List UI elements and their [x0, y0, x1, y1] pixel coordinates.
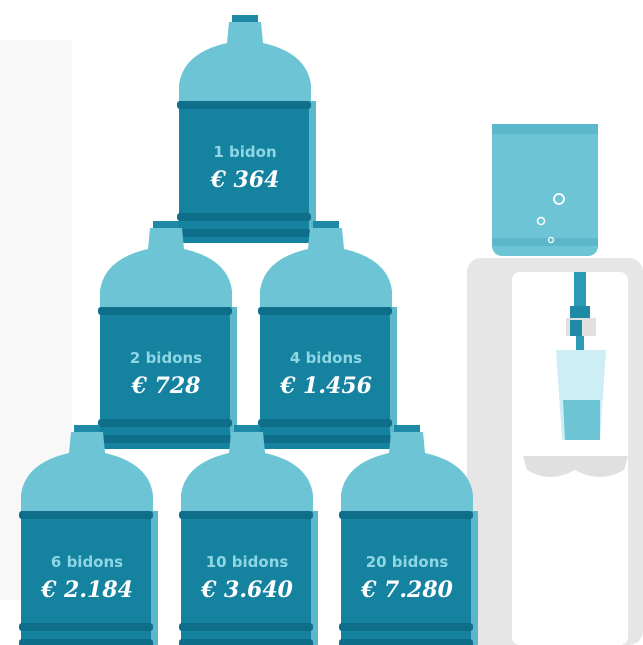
jug-label: 2 bidons: [130, 349, 202, 367]
jug-band: [258, 435, 392, 443]
jug: 10 bidons € 3.640: [179, 425, 318, 645]
jug-label: 1 bidon: [213, 143, 276, 161]
jug-cap: [153, 221, 179, 228]
jug-band: [19, 511, 153, 519]
jug-band: [258, 307, 392, 315]
jug: 4 bidons € 1.456: [258, 221, 397, 449]
jug-cap: [313, 221, 339, 228]
jug-cap: [232, 15, 258, 22]
jug-band: [98, 419, 232, 427]
jug-cap: [74, 425, 100, 432]
jug-price: € 7.280: [360, 577, 454, 603]
jug-label: 6 bidons: [51, 553, 123, 571]
jug-price: € 1.456: [279, 373, 372, 399]
jug-band: [339, 623, 473, 631]
jug-band: [177, 101, 311, 109]
jug-band: [179, 639, 313, 645]
jug-price: € 3.640: [200, 577, 294, 603]
jug-band: [19, 623, 153, 631]
jug-band: [339, 639, 473, 645]
water-cooler: [467, 124, 643, 645]
jug-band: [177, 213, 311, 221]
jug-band: [98, 307, 232, 315]
jug-band: [177, 229, 311, 237]
jug-label: 20 bidons: [366, 553, 449, 571]
illustration: 1 bidon € 364 2 bidons € 728 4 bidons € 1.456…: [0, 0, 643, 645]
jug-price: € 2.184: [40, 577, 133, 603]
jug-label: 4 bidons: [290, 349, 362, 367]
jug: 1 bidon € 364: [177, 15, 316, 243]
jug-band: [179, 511, 313, 519]
jug-price: € 728: [131, 373, 201, 399]
jug-band: [98, 435, 232, 443]
jug-band: [339, 511, 473, 519]
jug-price: € 364: [210, 167, 280, 193]
jug-cap: [234, 425, 260, 432]
jug: 20 bidons € 7.280: [339, 425, 478, 645]
jug-band: [258, 419, 392, 427]
jug-cap: [394, 425, 420, 432]
jug-label: 10 bidons: [206, 553, 289, 571]
jug-top: [179, 22, 311, 105]
jug-band: [19, 639, 153, 645]
jug-band: [179, 623, 313, 631]
jug-pyramid: 1 bidon € 364 2 bidons € 728 4 bidons € 1.456…: [19, 15, 478, 645]
jug: 2 bidons € 728: [98, 221, 237, 449]
